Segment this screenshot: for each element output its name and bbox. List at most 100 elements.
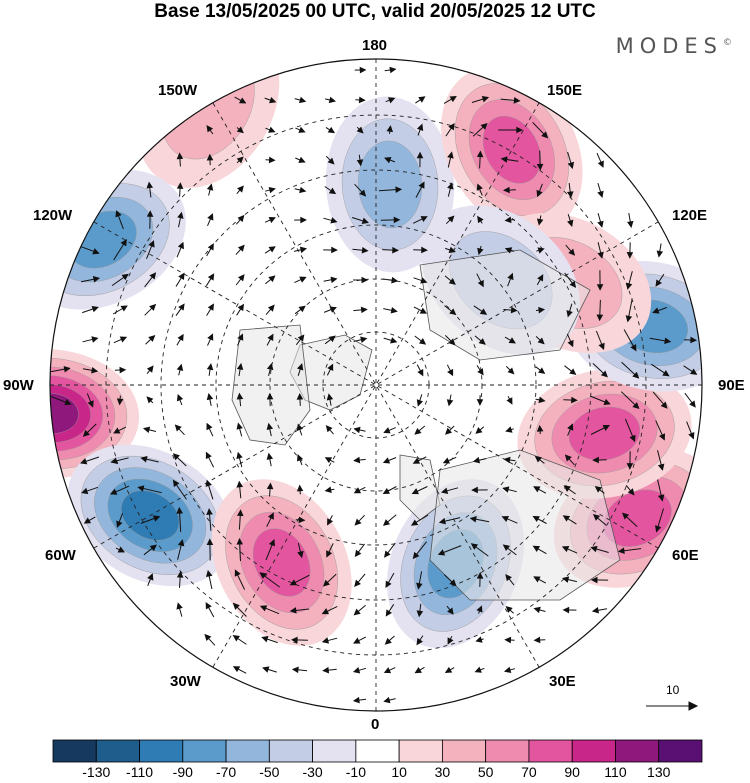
- wind-arrowhead: [416, 123, 424, 131]
- wind-arrowhead: [298, 305, 306, 313]
- wind-arrowhead: [236, 422, 243, 430]
- wind-arrowhead: [617, 547, 625, 555]
- wind-arrowhead: [474, 666, 482, 673]
- wind-arrowhead: [232, 634, 240, 642]
- colorbar-swatch: [182, 739, 227, 763]
- vector-scale-arrow: [646, 701, 699, 711]
- wind-arrowhead: [205, 451, 212, 460]
- wind-arrowhead: [236, 537, 244, 545]
- wind-arrowhead: [360, 336, 368, 343]
- wind-arrowhead: [354, 549, 362, 557]
- wind-arrowhead: [664, 337, 672, 345]
- wind-arrowhead: [632, 371, 640, 379]
- wind-arrowhead: [621, 512, 630, 520]
- wind-arrowhead: [632, 402, 640, 410]
- wind-arrowhead: [354, 518, 362, 526]
- wind-arrowhead: [590, 576, 598, 584]
- wind-arrowhead: [625, 282, 633, 290]
- wind-arrowhead: [416, 637, 423, 646]
- colorbar-swatch: [615, 739, 660, 763]
- wind-arrowhead: [447, 182, 454, 190]
- anomaly-contour: [252, 528, 311, 597]
- wind-arrowhead: [688, 432, 695, 440]
- wind-arrowhead: [598, 342, 605, 351]
- wind-arrowhead: [533, 636, 541, 644]
- anomaly-contour: [482, 115, 541, 184]
- wind-arrowhead: [297, 334, 305, 342]
- wind-arrowhead: [562, 576, 570, 583]
- copyright-mark: ©: [723, 38, 732, 48]
- wind-arrowhead: [327, 126, 336, 134]
- map-title: Base 13/05/2025 00 UTC, valid 20/05/2025…: [154, 1, 596, 22]
- wind-arrowhead: [330, 217, 338, 224]
- wind-arrowhead: [418, 338, 427, 345]
- wind-arrowhead: [390, 337, 398, 344]
- wind-arrowhead: [83, 517, 92, 524]
- wind-arrowhead: [176, 182, 184, 189]
- wind-arrowhead: [266, 452, 274, 460]
- wind-arrowhead: [289, 607, 297, 614]
- wind-arrowhead: [176, 393, 184, 402]
- wind-arrowhead: [91, 305, 99, 313]
- wind-arrowhead: [652, 307, 660, 314]
- wind-arrowhead: [563, 485, 571, 492]
- wind-arrowhead: [206, 363, 214, 371]
- lon-label-60e: 60E: [672, 547, 699, 564]
- wind-arrowhead: [267, 512, 274, 520]
- wind-arrowhead: [537, 247, 545, 254]
- colorbar-tick-label: -50: [259, 764, 280, 780]
- latitude-circle-60: [215, 224, 537, 546]
- wind-arrowhead: [291, 666, 299, 674]
- colorbar-tick-label: 70: [521, 764, 537, 780]
- wind-arrowhead: [510, 306, 518, 314]
- lon-label-30w: 30W: [170, 673, 201, 690]
- wind-arrowhead: [502, 544, 510, 552]
- wind-arrowhead: [113, 427, 121, 434]
- lon-label-0: 0: [371, 716, 380, 733]
- wind-arrowhead: [504, 247, 513, 254]
- wind-arrowhead: [627, 220, 634, 229]
- wind-arrowhead: [597, 190, 604, 198]
- wind-arrowhead: [207, 303, 214, 311]
- wind-arrowhead: [538, 367, 546, 374]
- wind-arrowhead: [386, 125, 394, 133]
- wind-arrowhead: [416, 151, 424, 159]
- wind-arrowhead: [447, 215, 455, 223]
- colorbar-swatch: [441, 739, 487, 763]
- wind-arrowhead: [146, 210, 154, 217]
- wind-arrowhead: [80, 458, 88, 465]
- wind-arrowhead: [174, 424, 182, 432]
- wind-arrowhead: [655, 279, 662, 287]
- wind-arrowhead: [322, 666, 330, 674]
- wind-arrowhead: [321, 608, 329, 615]
- wind-arrowhead: [328, 96, 337, 104]
- wind-arrowhead: [236, 480, 244, 488]
- wind-arrowhead: [564, 454, 572, 462]
- wind-arrowhead: [412, 457, 421, 464]
- wind-arrowhead: [418, 181, 425, 189]
- wind-arrowhead: [177, 333, 184, 342]
- colorbar-tick-label: -70: [215, 764, 237, 780]
- colorbar-tick-label: -10: [345, 764, 366, 780]
- wind-arrowhead: [328, 335, 336, 343]
- wind-arrowhead: [354, 579, 361, 587]
- anomaly-contour: [568, 406, 641, 461]
- wind-arrowhead: [567, 423, 574, 431]
- wind-arrowhead: [472, 456, 481, 464]
- wind-arrowhead: [205, 602, 212, 610]
- wind-arrowhead: [296, 423, 304, 431]
- wind-arrowhead: [438, 517, 446, 525]
- wind-arrowhead: [82, 429, 90, 437]
- colorbar-swatch: [225, 739, 270, 763]
- colorbar-swatch: [355, 739, 400, 763]
- wind-arrowhead: [237, 274, 245, 282]
- wind-arrowhead: [177, 539, 185, 547]
- wind-arrowhead: [172, 479, 180, 488]
- wind-arrowhead: [513, 97, 521, 104]
- wind-arrowhead: [596, 284, 604, 291]
- wind-arrowhead: [236, 509, 244, 517]
- wind-arrowhead: [238, 97, 247, 104]
- wind-arrowhead: [657, 463, 665, 471]
- wind-arrowhead: [266, 392, 274, 400]
- wind-arrowhead: [328, 187, 337, 195]
